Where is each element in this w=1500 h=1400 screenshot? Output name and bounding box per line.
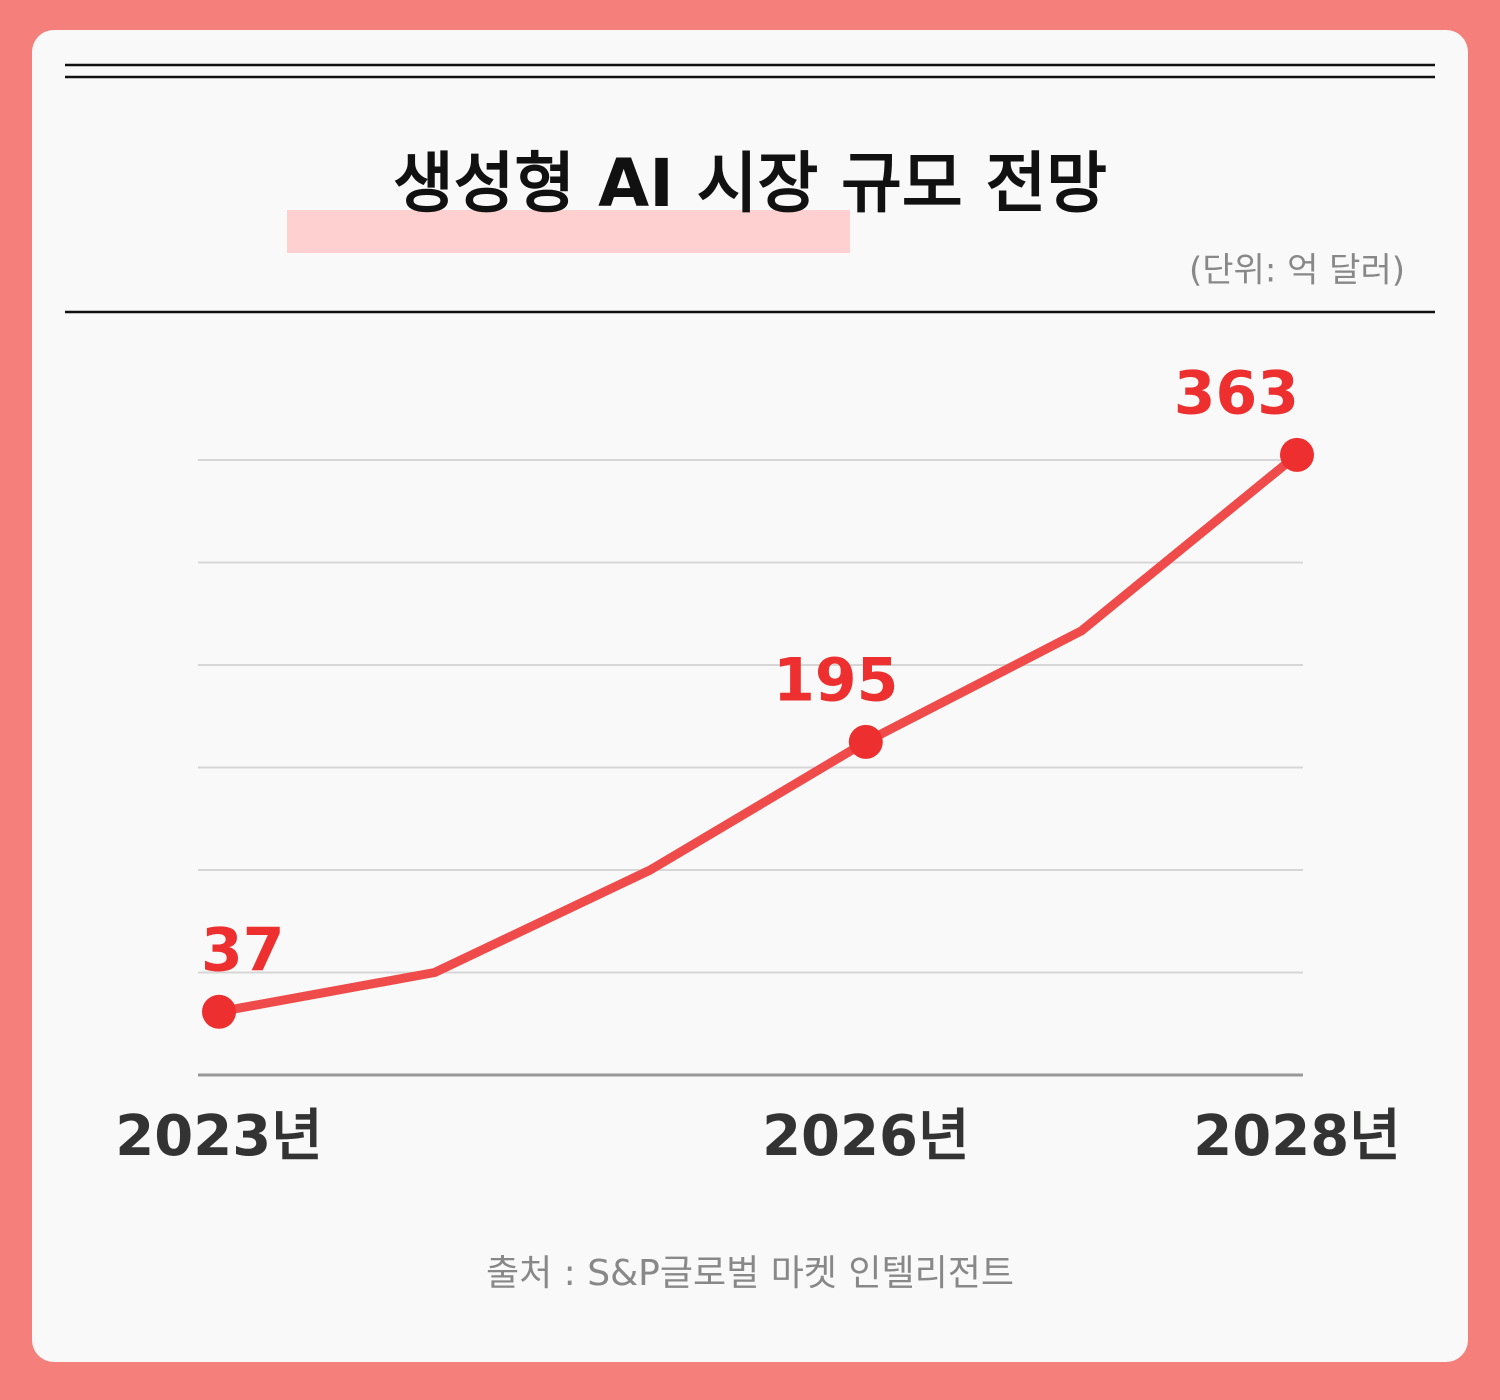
x-tick-label: 2023년: [115, 1104, 322, 1169]
unit-label: (단위: 억 달러): [1189, 251, 1405, 291]
value-label: 195: [773, 645, 898, 715]
chart-title: 생성형 AI 시장 규모 전망: [393, 145, 1107, 222]
x-tick-label: 2026년: [762, 1104, 969, 1169]
x-tick-label: 2028년: [1193, 1104, 1400, 1169]
value-label: 37: [201, 915, 285, 985]
value-label: 363: [1174, 358, 1299, 428]
source: 출처 : S&P글로벌 마켓 인텔리전트: [486, 1253, 1014, 1294]
point: [848, 724, 883, 759]
line: [218, 451, 1300, 1017]
point: [202, 994, 236, 1029]
highlight: [287, 210, 850, 253]
point: [1280, 437, 1314, 472]
card: [32, 30, 1468, 1362]
